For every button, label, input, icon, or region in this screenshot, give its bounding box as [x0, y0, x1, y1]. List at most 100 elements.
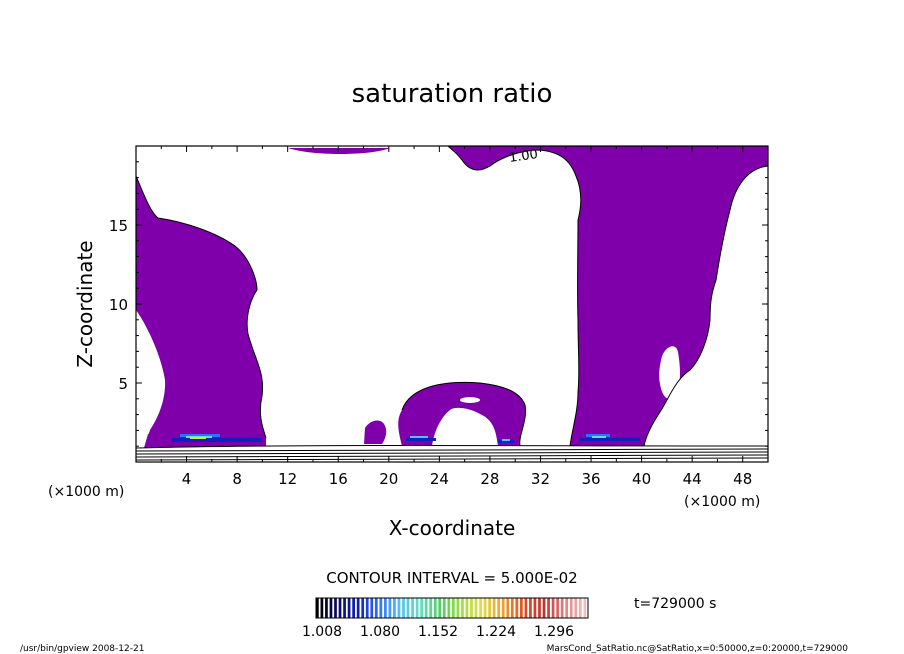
footer-left: /usr/bin/gpview 2008-12-21 [20, 644, 144, 654]
colorbar-tick-label: 1.224 [476, 624, 516, 640]
contour-label: 1.00 [508, 147, 539, 166]
colorbar-stripe [334, 598, 337, 618]
y-tick-label: 5 [118, 375, 128, 393]
x-tick-label: 36 [581, 470, 600, 488]
x-tick-label: 16 [329, 470, 348, 488]
colorbar-stripe [492, 598, 496, 618]
colorbar-stripe [415, 598, 419, 618]
colorbar-stripe [583, 598, 587, 618]
y-axis: 5 10 15 [109, 161, 768, 447]
colorbar-stripe [565, 598, 569, 618]
colorbar-stripe [524, 598, 528, 618]
y-tick-label: 15 [109, 217, 128, 235]
colorbar-tick-label: 1.008 [302, 624, 342, 640]
colorbar-stripe [411, 598, 414, 618]
x-tick-label: 28 [480, 470, 499, 488]
colorbar-stripe [393, 598, 396, 618]
colorbar-stripe [438, 598, 442, 618]
colorbar-stripe [365, 598, 369, 618]
saturation-region-left [136, 176, 266, 448]
colorbar-stripe [447, 598, 451, 618]
time-label: t=729000 s [634, 596, 716, 612]
colorbar-stripe [488, 598, 491, 618]
colorbar-stripe [501, 598, 505, 618]
colorbar-stripe [320, 598, 324, 618]
high-saturation-bands [172, 434, 640, 443]
colorbar-stripe [329, 598, 333, 618]
y-axis-label: Z-coordinate [73, 240, 97, 367]
saturation-region-top [288, 148, 390, 154]
colorbar-stripe [456, 598, 460, 618]
region-outlines [136, 146, 768, 447]
colorbar-stripe [338, 598, 342, 618]
colorbar-stripe [361, 598, 365, 618]
colorbar-stripe [424, 598, 428, 618]
x-tick-label: 12 [278, 470, 297, 488]
colorbar-frame [315, 597, 589, 619]
colorbar-tick-label: 1.080 [360, 624, 400, 640]
ground-contours [136, 445, 768, 461]
contour-interval-label: CONTOUR INTERVAL = 5.000E-02 [326, 569, 577, 587]
colorbar-stripe [520, 598, 523, 618]
colorbar-stripe [497, 598, 501, 618]
x-tick-label: 32 [531, 470, 550, 488]
saturation-region-left-base [144, 432, 168, 448]
colorbar-stripe [479, 598, 482, 618]
saturation-region-middle [398, 382, 526, 446]
colorbar-stripe [569, 598, 573, 618]
colorbar-stripe [578, 598, 582, 618]
x-axis: 4 8 12 16 20 24 28 32 36 40 44 48 [160, 146, 752, 488]
colorbar-stripe [452, 598, 455, 618]
colorbar-stripe [356, 598, 360, 618]
x-tick-label: 4 [182, 470, 192, 488]
x-unit-left: (×1000 m) [48, 484, 124, 500]
colorbar-stripe [370, 598, 374, 618]
colorbar [316, 598, 587, 618]
colorbar-stripe [461, 598, 464, 618]
colorbar-stripe [474, 598, 478, 618]
colorbar-stripe [551, 598, 555, 618]
colorbar-stripe [470, 598, 473, 618]
x-tick-label: 8 [232, 470, 242, 488]
saturation-region-middle-small [364, 420, 387, 444]
x-tick-label: 48 [733, 470, 752, 488]
colorbar-stripe [379, 598, 383, 618]
colorbar-stripe [506, 598, 510, 618]
colorbar-stripe [325, 598, 328, 618]
colorbar-stripe [560, 598, 564, 618]
x-axis-label: X-coordinate [389, 516, 516, 540]
colorbar-stripe [465, 598, 469, 618]
colorbar-stripe [556, 598, 559, 618]
colorbar-stripe [402, 598, 405, 618]
colorbar-stripe [406, 598, 410, 618]
colorbar-stripe [374, 598, 378, 618]
colorbar-stripe [384, 598, 387, 618]
colorbar-tick-label: 1.152 [418, 624, 458, 640]
colorbar-stripe [529, 598, 532, 618]
colorbar-stripe [547, 598, 550, 618]
colorbar-stripe [542, 598, 546, 618]
colorbar-stripe [397, 598, 401, 618]
colorbar-stripe [483, 598, 487, 618]
colorbar-stripe [343, 598, 346, 618]
x-tick-label: 24 [430, 470, 449, 488]
x-tick-label: 40 [632, 470, 651, 488]
colorbar-stripe [352, 598, 355, 618]
plot-fields [136, 146, 768, 462]
colorbar-stripe [538, 598, 541, 618]
colorbar-stripe [574, 598, 578, 618]
colorbar-stripe [316, 598, 319, 618]
colorbar-stripe [515, 598, 519, 618]
colorbar-tick-label: 1.296 [534, 624, 574, 640]
colorbar-stripe [510, 598, 514, 618]
colorbar-stripe [420, 598, 423, 618]
x-tick-label: 44 [683, 470, 702, 488]
chart-title: saturation ratio [352, 79, 553, 109]
colorbar-stripe [429, 598, 433, 618]
colorbar-stripe [442, 598, 446, 618]
colorbar-stripe [388, 598, 392, 618]
x-unit-right: (×1000 m) [684, 494, 760, 510]
y-tick-label: 10 [109, 296, 128, 314]
footer-right: MarsCond_SatRatio.nc@SatRatio,x=0:50000,… [547, 644, 849, 654]
